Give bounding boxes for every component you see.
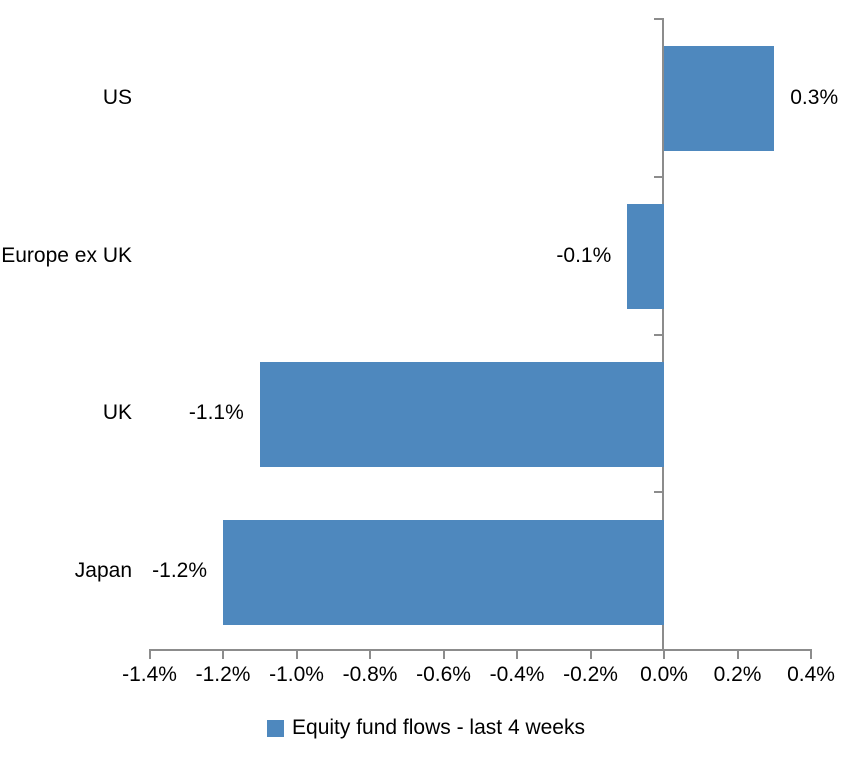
value-axis-tick-label: -0.2%: [563, 663, 618, 686]
category-axis-tick: [654, 18, 662, 20]
value-axis-tick: [810, 649, 812, 659]
legend-swatch: [267, 719, 285, 737]
category-label: UK: [102, 401, 132, 425]
category-axis-tick: [654, 175, 662, 178]
bar: [627, 204, 664, 310]
value-axis-tick-label: 0.4%: [787, 663, 835, 686]
value-axis-tick: [736, 649, 739, 659]
zero-axis-line: [662, 18, 664, 651]
value-axis-tick: [222, 649, 224, 659]
value-axis-tick: [589, 649, 592, 659]
data-label: 0.3%: [790, 85, 839, 109]
chart-legend: Equity fund flows - last 4 weeks: [0, 716, 852, 740]
category-label: US: [102, 85, 132, 109]
data-label: -1.1%: [188, 401, 244, 425]
value-axis-tick-label: -0.6%: [416, 663, 471, 686]
value-axis-line: [148, 649, 812, 651]
category-label: Japan: [74, 559, 132, 583]
data-label: -1.2%: [152, 559, 207, 583]
value-axis-tick: [369, 649, 371, 659]
bar: [259, 361, 664, 467]
value-axis-tick: [148, 649, 151, 659]
value-axis-tick: [295, 649, 298, 659]
bar: [223, 519, 664, 625]
bar: [664, 46, 775, 152]
value-axis-tick-label: 0.2%: [713, 663, 762, 686]
value-axis-tick: [442, 649, 445, 659]
value-axis-tick: [516, 649, 518, 659]
legend-label: Equity fund flows - last 4 weeks: [292, 716, 585, 739]
category-axis-tick: [654, 333, 662, 336]
value-axis-tick-label: -1.0%: [269, 663, 324, 686]
category-label: Europe ex UK: [1, 243, 132, 267]
value-axis-tick: [663, 649, 665, 659]
category-axis-tick: [654, 491, 662, 494]
data-label: -0.1%: [556, 243, 612, 267]
value-axis-tick-label: 0.0%: [640, 663, 688, 686]
value-axis-tick-label: -1.4%: [122, 663, 177, 686]
value-axis-tick-label: -1.2%: [195, 663, 251, 686]
value-axis-tick-label: -0.4%: [489, 663, 545, 686]
value-axis-tick-label: -0.8%: [342, 663, 398, 686]
